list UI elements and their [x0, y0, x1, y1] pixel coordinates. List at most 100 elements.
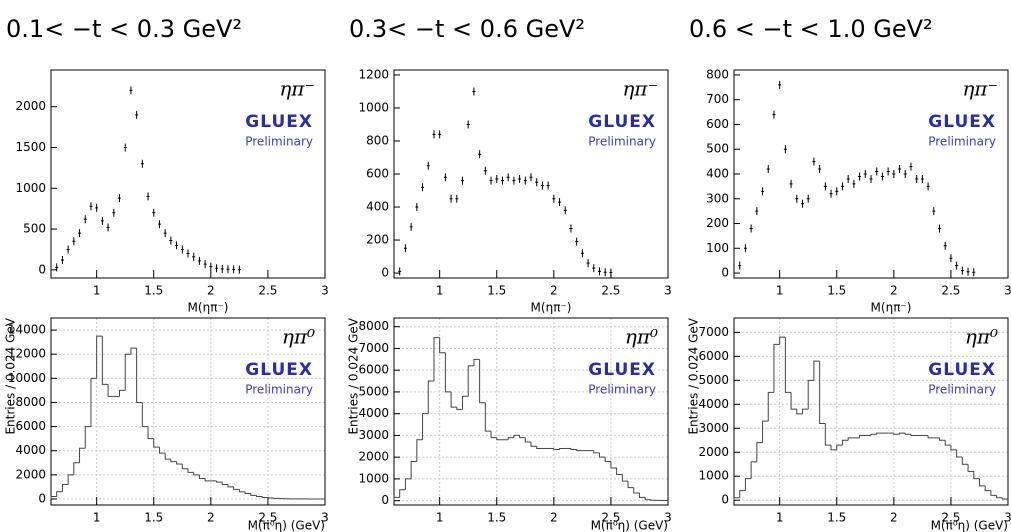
data-point	[858, 172, 862, 181]
x-tick-label: 3	[664, 284, 672, 298]
histogram-bin	[750, 461, 757, 479]
histogram-bin	[604, 457, 611, 463]
plot-frame	[733, 317, 1009, 506]
histogram-bin	[153, 438, 160, 448]
histogram-bin	[170, 459, 177, 463]
data-point	[163, 229, 167, 238]
data-point	[915, 174, 919, 183]
data-point	[972, 268, 976, 277]
y-tick-label: 6000	[15, 419, 46, 433]
data-point	[852, 179, 856, 188]
data-point	[432, 130, 436, 139]
histogram-bin	[50, 496, 57, 499]
data-point	[801, 199, 804, 208]
data-point	[880, 172, 884, 181]
y-tick-label: 10000	[8, 371, 46, 385]
histogram-bin	[261, 496, 268, 499]
histogram-bin	[84, 426, 91, 449]
logo: GLUEX	[928, 360, 996, 380]
data-point	[558, 198, 562, 207]
histogram-bin	[650, 499, 657, 501]
panel: 0 2000 4000 6000 8000 10000 12000 14000 1 1.5 2 2.5…	[4, 317, 329, 532]
data-point	[226, 265, 230, 274]
histogram-bin	[490, 431, 497, 439]
data-point	[575, 237, 579, 246]
histogram-bin	[67, 474, 74, 485]
histogram-bin	[756, 442, 763, 462]
x-tick-label: 2.5	[941, 511, 960, 525]
histogram-bin	[967, 464, 974, 472]
watermark: Preliminary	[588, 383, 656, 397]
data-point	[960, 266, 964, 275]
histogram-bin	[233, 486, 240, 490]
histogram-bin	[496, 437, 503, 441]
histogram-bin	[830, 445, 837, 451]
x-axis-label: M(π⁰η) (GeV)	[248, 519, 325, 532]
data-point	[506, 173, 510, 182]
x-axis-label: M(ηπ⁻)	[871, 301, 912, 315]
logo: GLUEX	[245, 360, 313, 380]
histogram-bin	[784, 337, 792, 393]
data-point	[152, 208, 156, 217]
data-point	[175, 241, 179, 250]
panel: 0.1< −t < 0.3 GeV² 0 500 1000 1500 2000 1 1.5 2 2…	[6, 15, 329, 315]
data-point	[966, 267, 970, 276]
y-tick-label: 4000	[358, 406, 389, 420]
data-point	[209, 262, 213, 271]
data-point	[123, 143, 127, 152]
histogram-bin	[507, 437, 514, 440]
y-axis-label: Entries / 0.024 GeV	[347, 317, 361, 434]
y-tick-label: 200	[366, 233, 389, 247]
data-point	[118, 194, 121, 203]
y-tick-label: 2000	[15, 99, 46, 113]
histogram-bin	[513, 434, 520, 438]
panel: 0 1000 2000 3000 4000 5000 6000 7000 1 1.5 2 2.5 3M(…	[687, 317, 1011, 532]
logo: GLUEX	[588, 360, 656, 380]
plot-frame	[393, 317, 669, 506]
data-point	[489, 176, 493, 185]
data-point	[738, 261, 742, 270]
data-point	[955, 261, 959, 270]
y-tick-label: 400	[366, 200, 389, 214]
data-point	[835, 187, 839, 196]
histogram-bin	[910, 434, 917, 436]
data-point	[749, 224, 753, 233]
x-tick-label: 1.5	[827, 284, 846, 298]
data-point	[535, 178, 539, 187]
histogram-bin	[519, 435, 526, 439]
histogram-bin	[467, 365, 474, 397]
data-point	[146, 192, 150, 201]
histogram-bin	[187, 468, 194, 473]
histogram-bin	[524, 437, 531, 443]
x-tick-label: 1.5	[144, 284, 163, 298]
data-point	[60, 256, 64, 265]
histogram-bin	[644, 497, 651, 501]
histogram-bin	[939, 437, 946, 441]
x-tick-label: 2.5	[601, 511, 620, 525]
y-tick-label: 0	[721, 266, 729, 280]
histogram-bin	[141, 402, 149, 428]
histogram-bin	[56, 491, 63, 497]
histogram-bin	[399, 489, 406, 498]
panel-title: 0.6 < −t < 1.0 GeV²	[689, 15, 933, 43]
x-tick-label: 1.5	[487, 284, 506, 298]
data-point	[598, 267, 601, 276]
data-point	[398, 267, 402, 276]
y-tick-label: 400	[706, 167, 729, 181]
annotation: ηπ⁻	[622, 77, 658, 101]
panel-title: 0.1< −t < 0.3 GeV²	[6, 15, 242, 43]
histogram-bin	[790, 392, 797, 410]
histogram-bin	[456, 407, 463, 410]
data-point	[83, 215, 87, 224]
data-point	[455, 194, 459, 203]
histogram-bin	[216, 480, 223, 483]
x-tick-label: 1	[776, 284, 784, 298]
annotation: ηπ⁻	[962, 77, 998, 101]
histogram-bin	[559, 447, 566, 450]
data-point	[203, 260, 207, 269]
x-tick-label: 3	[321, 284, 329, 298]
x-tick-label: 1	[93, 511, 101, 525]
x-tick-label: 1.5	[144, 511, 163, 525]
x-tick-label: 1	[93, 284, 101, 298]
x-axis-label: M(ηπ⁻)	[531, 301, 572, 315]
